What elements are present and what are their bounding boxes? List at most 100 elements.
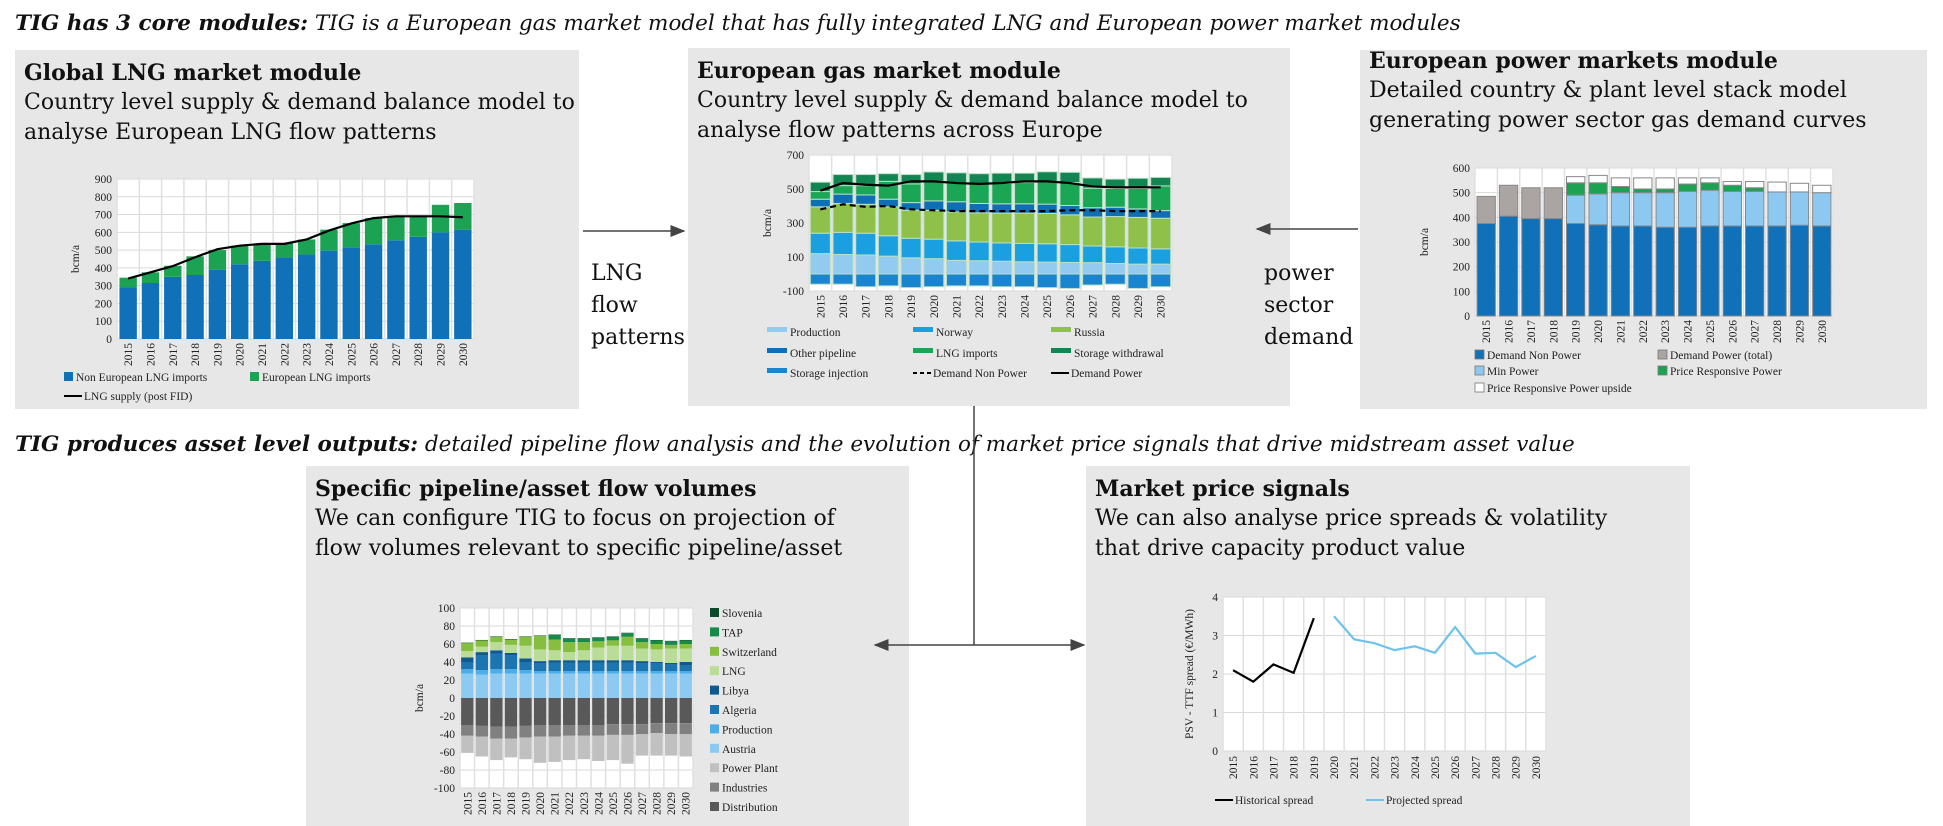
bar-min-power (1633, 192, 1653, 227)
legend-label: Storage injection (790, 368, 868, 380)
x-tick-label: 2023 (1390, 756, 1402, 779)
y-tick-label: 800 (95, 192, 113, 204)
legend-label: Slovenia (722, 608, 762, 620)
y-tick-label: 200 (95, 298, 113, 310)
bar-austria (519, 673, 532, 698)
x-tick-label: 2029 (1511, 756, 1523, 779)
bar-slovenia (621, 632, 634, 634)
y-tick-label: 1 (1212, 708, 1218, 720)
bar-russia (1036, 212, 1058, 245)
legend-swatch (710, 685, 719, 695)
bar-production (1036, 261, 1058, 275)
bar-tap (679, 640, 692, 644)
bar-production (519, 670, 532, 674)
bar-libya (577, 660, 590, 663)
legend-swatch (710, 782, 719, 792)
bar-slovenia (606, 636, 620, 637)
bar-lng-imports (1036, 181, 1058, 205)
x-tick-label: 2022 (974, 295, 986, 318)
bar-european-lng-imports (364, 218, 383, 245)
bar-slovenia (461, 642, 474, 644)
legend-item: TAP (710, 627, 743, 639)
bar-demand-power-total- (1476, 195, 1496, 224)
bar-demand-non-power (1633, 225, 1653, 317)
bar-norway (1036, 243, 1058, 263)
x-tick-label: 2026 (369, 343, 381, 366)
x-tick-label: 2024 (1020, 295, 1032, 318)
bar-production (577, 671, 590, 674)
panel-subtitle: Country level supply & demand balance mo… (697, 88, 1248, 143)
x-tick-label: 2030 (458, 343, 470, 366)
bar-algeria (533, 663, 547, 671)
bar-austria (563, 673, 576, 698)
bar-power-plant (475, 736, 489, 757)
bar-russia (1014, 212, 1036, 244)
x-tick-label: 2023 (579, 792, 591, 815)
bar-demand-non-power (1610, 225, 1631, 317)
legend-item: Other pipeline (767, 348, 856, 360)
panel-title: Market price signals (1095, 476, 1350, 502)
legend-label: Historical spread (1235, 795, 1313, 807)
bar-switzerland (519, 636, 532, 646)
y-tick-label: 500 (95, 245, 113, 257)
bar-storage-injection (1127, 273, 1149, 289)
x-tick-label: 2025 (1042, 295, 1054, 318)
y-tick-label: 2 (1212, 669, 1218, 681)
bar-lng (548, 650, 561, 661)
bar-power-plant (519, 737, 532, 760)
y-tick-label: 900 (95, 174, 113, 186)
bar-austria (577, 673, 590, 698)
bar-demand-non-power (1566, 223, 1586, 317)
bar-switzerland (548, 639, 561, 651)
bar-storage-withdrawal (832, 174, 854, 187)
legend-label: Price Responsive Power (1670, 366, 1782, 378)
bar-norway (1014, 242, 1036, 263)
bar-price-responsive-power (1655, 188, 1675, 194)
bar-power-plant (490, 738, 503, 761)
bar-european-lng-imports (186, 256, 204, 275)
bar-power-plant (548, 736, 561, 762)
bar-production (533, 671, 547, 674)
bar-min-power (1677, 190, 1698, 228)
bar-production (809, 253, 831, 275)
legend-label: Min Power (1487, 366, 1539, 378)
bar-russia (1127, 216, 1149, 249)
bar-russia (991, 212, 1013, 244)
bar-industries (664, 723, 678, 734)
panel-title: Specific pipeline/asset flow volumes (315, 476, 757, 502)
bar-libya (635, 661, 649, 664)
bar-slovenia (635, 638, 649, 639)
bar-production (945, 259, 967, 275)
bar-tap (635, 638, 649, 643)
bar-power-plant (577, 735, 590, 760)
legend-item: Power Plant (710, 763, 779, 775)
bar-distribution (461, 698, 474, 725)
bar-non-european-lng-imports (342, 247, 360, 339)
y-tick-label: 20 (444, 675, 456, 687)
bar-other-pipeline (923, 200, 945, 211)
chart-gas-market: -100 100 300 500 700 bcm/a 2015 2016 2017 2018 201… (762, 150, 1173, 380)
x-tick-label: 2024 (593, 792, 605, 815)
x-tick-label: 2017 (1268, 756, 1280, 779)
bar-storage-injection (1150, 273, 1172, 288)
line-demand-non-power (820, 203, 1161, 213)
y-tick-label: 700 (95, 210, 113, 222)
bar-demand-non-power (1700, 225, 1720, 317)
bar-slovenia (679, 639, 692, 641)
legend-label: LNG supply (post FID) (84, 391, 192, 403)
legend-swatch (1474, 365, 1485, 376)
bar-price-responsive-power-upside (1677, 177, 1698, 185)
bar-storage-injection (832, 273, 854, 285)
bar-industries (606, 724, 620, 735)
bar-algeria (621, 662, 634, 671)
bar-industries (635, 724, 649, 734)
bar-algeria (592, 662, 605, 671)
x-tick-label: 2022 (564, 792, 576, 815)
bar-algeria (563, 662, 576, 671)
y-tick-label: 500 (787, 184, 805, 196)
bar-storage-withdrawal (1014, 172, 1036, 184)
bar-production (461, 669, 474, 674)
bar-storage-withdrawal (877, 173, 899, 182)
bar-non-european-lng-imports (141, 283, 160, 339)
bar-lng-imports (1150, 185, 1172, 212)
